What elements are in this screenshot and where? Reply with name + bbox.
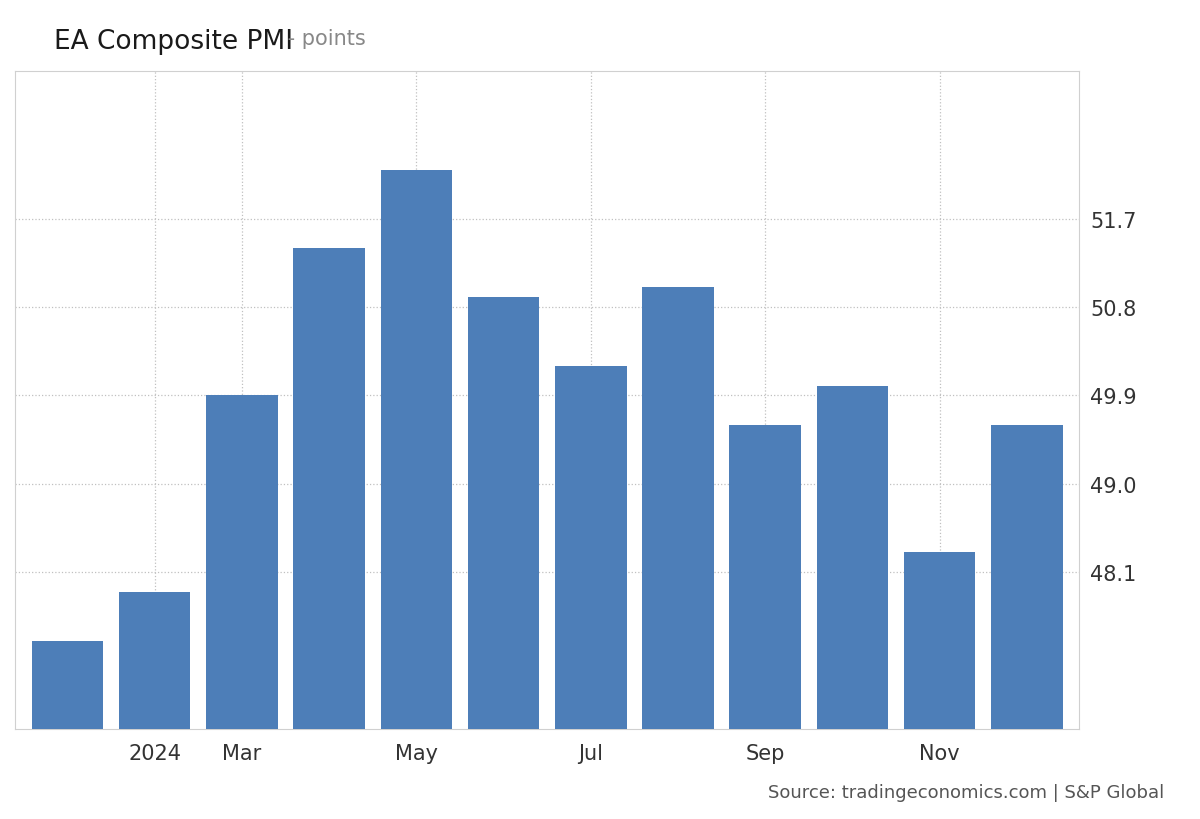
Bar bbox=[119, 592, 191, 819]
Bar bbox=[293, 249, 365, 819]
Bar bbox=[554, 366, 626, 819]
Bar bbox=[730, 425, 800, 819]
Bar bbox=[380, 170, 452, 819]
Bar bbox=[31, 641, 103, 819]
Bar bbox=[991, 425, 1063, 819]
Bar bbox=[468, 298, 539, 819]
Bar bbox=[206, 396, 277, 819]
Bar bbox=[642, 288, 714, 819]
Bar bbox=[904, 553, 976, 819]
Bar bbox=[817, 386, 888, 819]
Text: - points: - points bbox=[281, 29, 365, 48]
Text: EA Composite PMI: EA Composite PMI bbox=[54, 29, 293, 55]
Text: Source: tradingeconomics.com | S&P Global: Source: tradingeconomics.com | S&P Globa… bbox=[768, 783, 1164, 801]
